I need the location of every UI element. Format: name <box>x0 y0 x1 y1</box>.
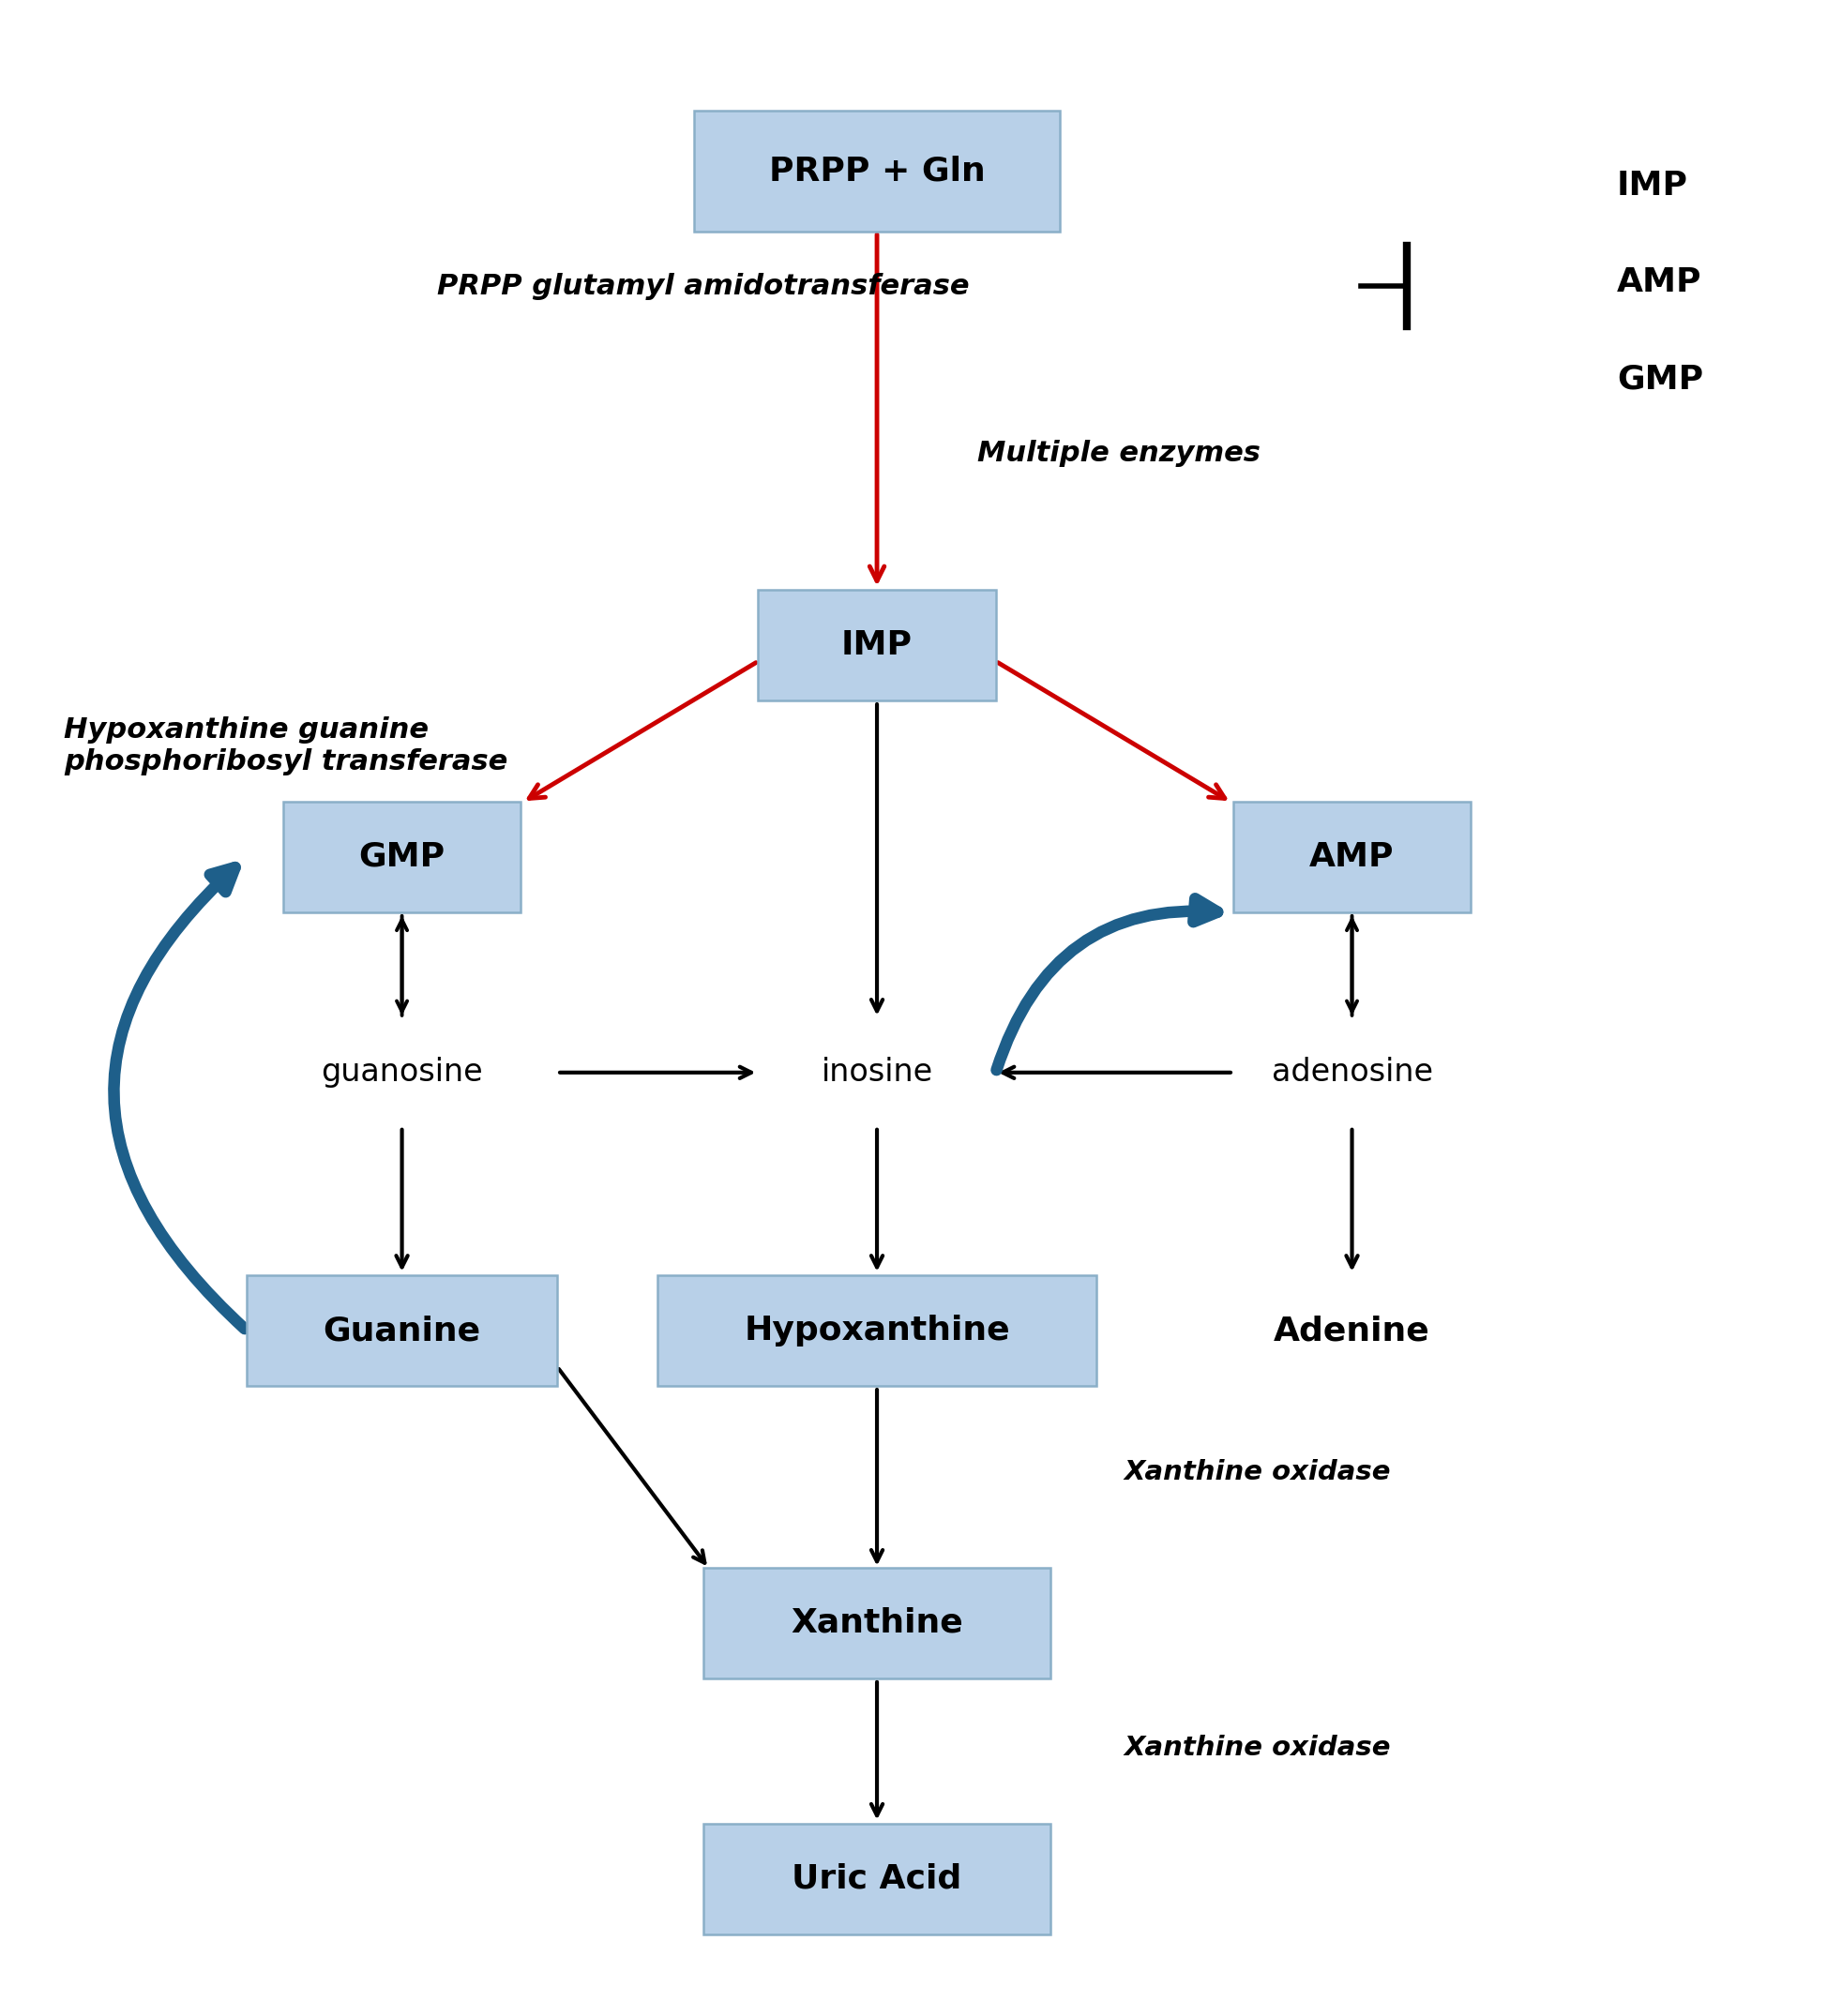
FancyBboxPatch shape <box>694 111 1060 232</box>
Text: IMP: IMP <box>840 629 914 661</box>
Text: Xanthine oxidase: Xanthine oxidase <box>1124 1458 1390 1486</box>
FancyBboxPatch shape <box>758 589 996 700</box>
Text: Hypoxanthine guanine
phosphoribosyl transferase: Hypoxanthine guanine phosphoribosyl tran… <box>64 716 508 776</box>
Text: AMP: AMP <box>1310 841 1394 873</box>
Text: Hypoxanthine: Hypoxanthine <box>744 1314 1010 1347</box>
FancyBboxPatch shape <box>703 1822 1051 1935</box>
FancyBboxPatch shape <box>658 1276 1096 1387</box>
Text: adenosine: adenosine <box>1272 1056 1432 1089</box>
FancyBboxPatch shape <box>1233 800 1471 911</box>
Text: GMP: GMP <box>358 841 446 873</box>
Text: Uric Acid: Uric Acid <box>791 1863 963 1895</box>
Text: PRPP + Gln: PRPP + Gln <box>769 155 985 187</box>
Text: Xanthine: Xanthine <box>791 1607 963 1639</box>
Text: guanosine: guanosine <box>322 1056 482 1089</box>
Text: IMP: IMP <box>1617 169 1688 202</box>
FancyBboxPatch shape <box>703 1568 1051 1677</box>
Text: AMP: AMP <box>1617 266 1701 298</box>
FancyBboxPatch shape <box>283 800 521 911</box>
FancyArrowPatch shape <box>996 899 1217 1070</box>
Text: Xanthine oxidase: Xanthine oxidase <box>1124 1734 1390 1762</box>
Text: inosine: inosine <box>820 1056 934 1089</box>
Text: Multiple enzymes: Multiple enzymes <box>977 439 1261 468</box>
FancyArrowPatch shape <box>113 867 245 1329</box>
FancyBboxPatch shape <box>247 1276 557 1387</box>
Text: Adenine: Adenine <box>1273 1314 1431 1347</box>
Text: GMP: GMP <box>1617 363 1703 395</box>
Text: Guanine: Guanine <box>323 1314 481 1347</box>
Text: PRPP glutamyl amidotransferase: PRPP glutamyl amidotransferase <box>437 272 970 300</box>
